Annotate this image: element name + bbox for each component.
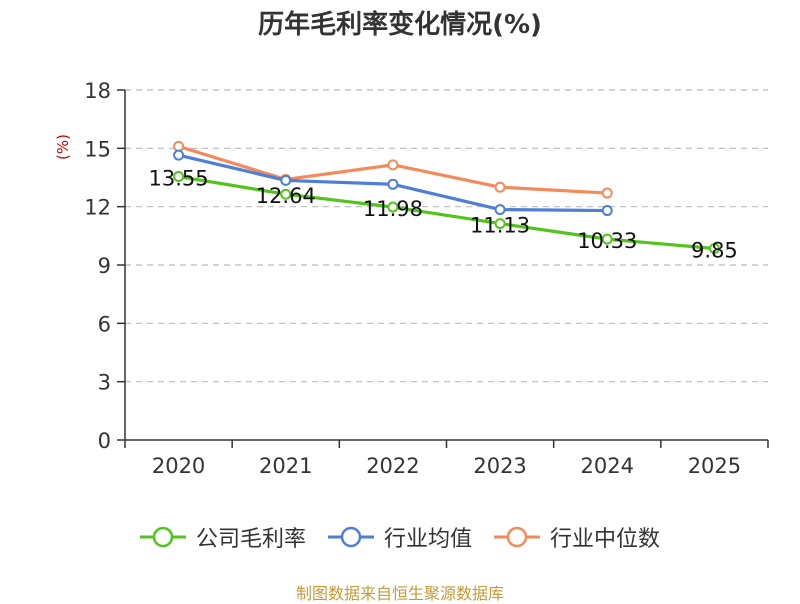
data-point-0 [601, 233, 613, 245]
y-tick-label: 18 [84, 79, 111, 103]
legend-item-industry-mean[interactable]: 行业均值 [327, 521, 472, 553]
data-point-0 [387, 201, 399, 213]
y-tick-label: 0 [98, 429, 111, 453]
y-tick-label: 15 [84, 137, 111, 161]
series-line-0 [178, 174, 715, 251]
legend-label-company: 公司毛利率 [195, 527, 306, 552]
chart-legend: 公司毛利率 行业均值 行业中位数 [0, 520, 800, 554]
legend-label-industry-median: 行业中位数 [550, 527, 661, 552]
data-label: 11.13 [470, 214, 530, 238]
legend-line-circle-icon [494, 526, 540, 548]
data-point-1 [280, 174, 292, 186]
data-point-0 [280, 188, 292, 200]
data-source-footer: 制图数据来自恒生聚源数据库 [295, 584, 504, 603]
legend-label-industry-mean: 行业均值 [383, 527, 472, 552]
data-point-0 [173, 171, 185, 183]
data-label: 10.33 [577, 229, 637, 253]
legend-line-circle-icon [139, 526, 186, 548]
y-tick-label: 3 [98, 371, 111, 395]
y-tick-label: 9 [98, 254, 111, 278]
x-tick-label: 2024 [581, 454, 634, 478]
data-point-1 [173, 149, 185, 161]
data-label: 12.64 [256, 184, 316, 208]
legend-line-circle-icon [327, 526, 374, 548]
data-point-0 [494, 218, 506, 230]
y-tick-label: 6 [98, 312, 111, 336]
data-point-1 [494, 204, 506, 216]
data-label: 9.85 [691, 238, 738, 262]
data-label: 11.98 [363, 197, 423, 221]
data-label: 13.55 [149, 167, 209, 191]
x-tick-label: 2025 [688, 454, 741, 478]
data-point-2 [387, 159, 399, 171]
x-tick-label: 2023 [473, 454, 526, 478]
legend-item-industry-median[interactable]: 行业中位数 [494, 521, 660, 553]
legend-item-company[interactable]: 公司毛利率 [139, 521, 306, 553]
data-point-2 [494, 181, 506, 193]
y-tick-label: 12 [84, 196, 111, 220]
x-tick-label: 2020 [152, 454, 205, 478]
data-point-2 [601, 187, 613, 199]
data-point-2 [173, 140, 185, 152]
x-tick-label: 2021 [259, 454, 312, 478]
data-point-1 [601, 205, 613, 217]
x-tick-label: 2022 [366, 454, 419, 478]
data-point-1 [387, 178, 399, 190]
data-point-0 [708, 242, 720, 254]
chart-title: 历年毛利率变化情况(%) [258, 10, 542, 40]
